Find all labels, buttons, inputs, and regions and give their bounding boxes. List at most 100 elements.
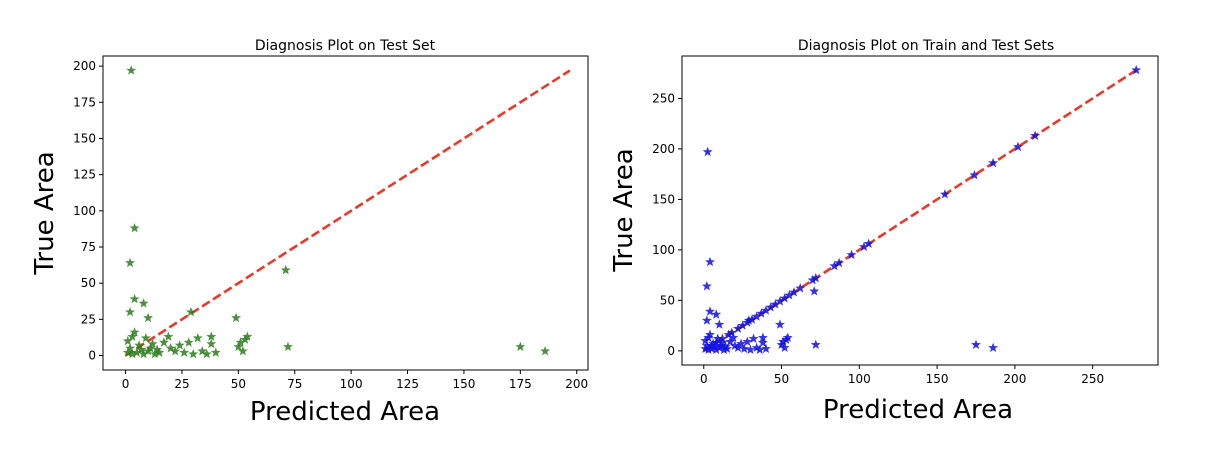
y-tick-label: 200 <box>73 59 96 73</box>
data-point <box>701 315 712 325</box>
data-point <box>971 339 981 350</box>
data-point <box>231 312 242 323</box>
data-point <box>210 347 221 357</box>
data-point <box>131 347 142 357</box>
data-point <box>242 331 253 341</box>
x-tick-label: 25 <box>174 377 189 391</box>
data-point <box>700 343 711 354</box>
data-point <box>761 343 771 354</box>
data-point <box>720 341 731 352</box>
y-tick-label: 0 <box>88 349 96 363</box>
data-point <box>745 344 756 355</box>
data-point <box>283 341 293 352</box>
data-point <box>126 65 137 75</box>
y-tick-label: 150 <box>652 192 675 206</box>
data-point <box>756 308 767 318</box>
data-point <box>722 343 733 354</box>
chart-train-test-sets: Diagnosis Plot on Train and Test Sets 0 5… <box>609 38 1159 425</box>
data-point <box>742 317 753 327</box>
data-point <box>751 342 762 353</box>
data-point <box>737 320 748 330</box>
x-tick-label: 0 <box>122 377 130 391</box>
data-point <box>739 343 750 354</box>
y-tick-label: 100 <box>73 204 96 218</box>
y-tick-label: 50 <box>660 293 675 307</box>
data-point <box>748 333 759 343</box>
data-point <box>829 260 840 271</box>
data-point <box>717 333 728 343</box>
data-point <box>751 311 762 321</box>
data-point <box>705 306 715 316</box>
x-tick-label: 75 <box>287 377 302 391</box>
data-point <box>174 340 185 350</box>
data-point <box>125 257 136 268</box>
data-point <box>1013 141 1023 152</box>
data-point <box>179 347 190 357</box>
data-point <box>540 345 551 356</box>
data-point <box>206 331 217 341</box>
x-tick-label: 200 <box>1003 372 1026 386</box>
data-point <box>810 272 821 283</box>
data-point <box>778 336 789 346</box>
data-point <box>701 281 712 291</box>
data-point <box>280 264 291 275</box>
x-tick-label: 125 <box>396 377 419 391</box>
y-tick-label: 125 <box>73 168 96 182</box>
plot-area: 0 25 50 75 100 125 150 175 200 0 25 50 75 100 125 150 17… <box>73 59 588 391</box>
y-tick-label: 75 <box>81 240 96 254</box>
data-point <box>129 222 140 233</box>
x-tick-label: 175 <box>509 377 532 391</box>
data-point <box>711 337 722 347</box>
data-point <box>122 347 133 357</box>
x-tick-label: 150 <box>452 377 475 391</box>
data-point <box>807 274 818 285</box>
data-point <box>705 329 715 339</box>
data-point <box>723 329 734 339</box>
data-point <box>703 344 714 355</box>
data-point <box>988 157 999 168</box>
data-point <box>969 169 980 180</box>
y-axis-label: True Area <box>609 148 639 272</box>
data-point <box>136 344 147 354</box>
x-tick-label: 50 <box>231 377 246 391</box>
data-point <box>939 189 950 199</box>
chart-title: Diagnosis Plot on Train and Test Sets <box>798 38 1054 54</box>
y-axis-label: True Area <box>30 151 60 275</box>
data-point <box>810 339 821 350</box>
data-point <box>154 347 165 357</box>
data-point <box>708 338 719 348</box>
data-point <box>700 335 711 345</box>
data-point <box>706 340 717 351</box>
data-point <box>129 293 140 304</box>
data-point <box>125 343 136 353</box>
data-point <box>147 338 158 349</box>
y-tick-label: 150 <box>73 131 96 145</box>
data-point <box>1030 130 1041 140</box>
data-point <box>233 341 244 352</box>
data-point <box>846 249 857 260</box>
data-point <box>186 306 196 317</box>
data-point <box>733 342 743 353</box>
x-axis-label: Predicted Area <box>823 395 1013 425</box>
data-point <box>711 344 722 355</box>
y-tick-label: 200 <box>652 142 675 156</box>
y-tick-label: 25 <box>81 312 96 326</box>
data-point <box>770 299 781 309</box>
data-point <box>192 332 203 343</box>
y-tick-label: 175 <box>73 95 96 109</box>
data-point <box>197 345 208 356</box>
data-point <box>789 287 799 297</box>
chart-title: Diagnosis Plot on Test Set <box>255 38 436 54</box>
y-tick-label: 250 <box>652 91 675 105</box>
data-point <box>235 337 246 347</box>
data-point <box>149 348 160 359</box>
data-point <box>138 348 149 359</box>
data-point <box>863 238 874 249</box>
data-point <box>201 348 212 359</box>
data-point <box>809 286 820 296</box>
data-point <box>747 314 757 324</box>
data-point <box>145 343 156 353</box>
x-tick-label: 250 <box>1081 372 1104 386</box>
data-point <box>742 336 753 346</box>
